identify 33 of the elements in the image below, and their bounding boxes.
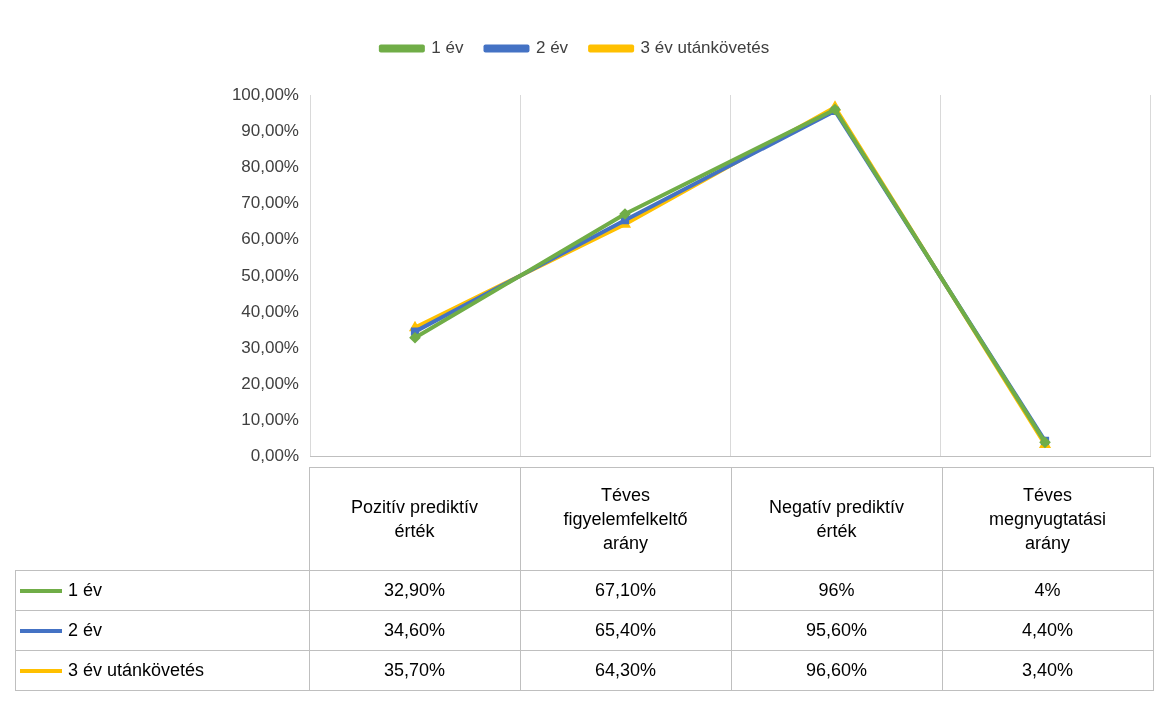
x-tick-label: Pozitív prediktív érték	[309, 467, 520, 571]
data-label: 67,10%	[520, 570, 731, 611]
y-tick-label: 10,00%	[241, 410, 299, 430]
text: 3 év utánkövetés	[68, 660, 205, 680]
y-tick-label: 40,00%	[241, 301, 299, 321]
x-tick-label: Téves figyelemfelkeltő arány	[520, 467, 731, 571]
legend-label: 3 év utánkövetés	[640, 38, 770, 58]
data-label: 34,60%	[309, 610, 520, 651]
x-tick-label: Téves megnyugtatási arány	[942, 467, 1153, 571]
y-tick-label: 80,00%	[241, 157, 299, 177]
data-label: 96%	[731, 570, 942, 611]
legend-label: 2 év	[535, 38, 569, 58]
data-label: 3,40%	[942, 650, 1153, 691]
x-tick-label: Negatív prediktív érték	[731, 467, 942, 571]
y-tick-label: 100,00%	[231, 84, 299, 104]
data-label: 64,30%	[520, 650, 731, 691]
y-tick-label: 60,00%	[241, 229, 299, 249]
text: 2 év	[68, 620, 103, 640]
data-label: 95,60%	[731, 610, 942, 651]
y-tick-label: 70,00%	[241, 193, 299, 213]
data-label: 4%	[942, 570, 1153, 611]
y-tick-label: 0,00%	[250, 446, 299, 466]
y-tick-label: 50,00%	[241, 265, 299, 285]
y-tick-label: 20,00%	[241, 374, 299, 394]
text: 1 év	[68, 580, 103, 600]
data-label: 35,70%	[309, 650, 520, 691]
legend-label: 1 év	[431, 38, 464, 58]
data-label: 65,40%	[520, 610, 731, 651]
data-label: 96,60%	[731, 650, 942, 691]
data-label: 32,90%	[309, 570, 520, 611]
y-tick-label: 90,00%	[241, 120, 299, 140]
data-label: 4,40%	[942, 610, 1153, 651]
y-tick-label: 30,00%	[241, 337, 299, 357]
